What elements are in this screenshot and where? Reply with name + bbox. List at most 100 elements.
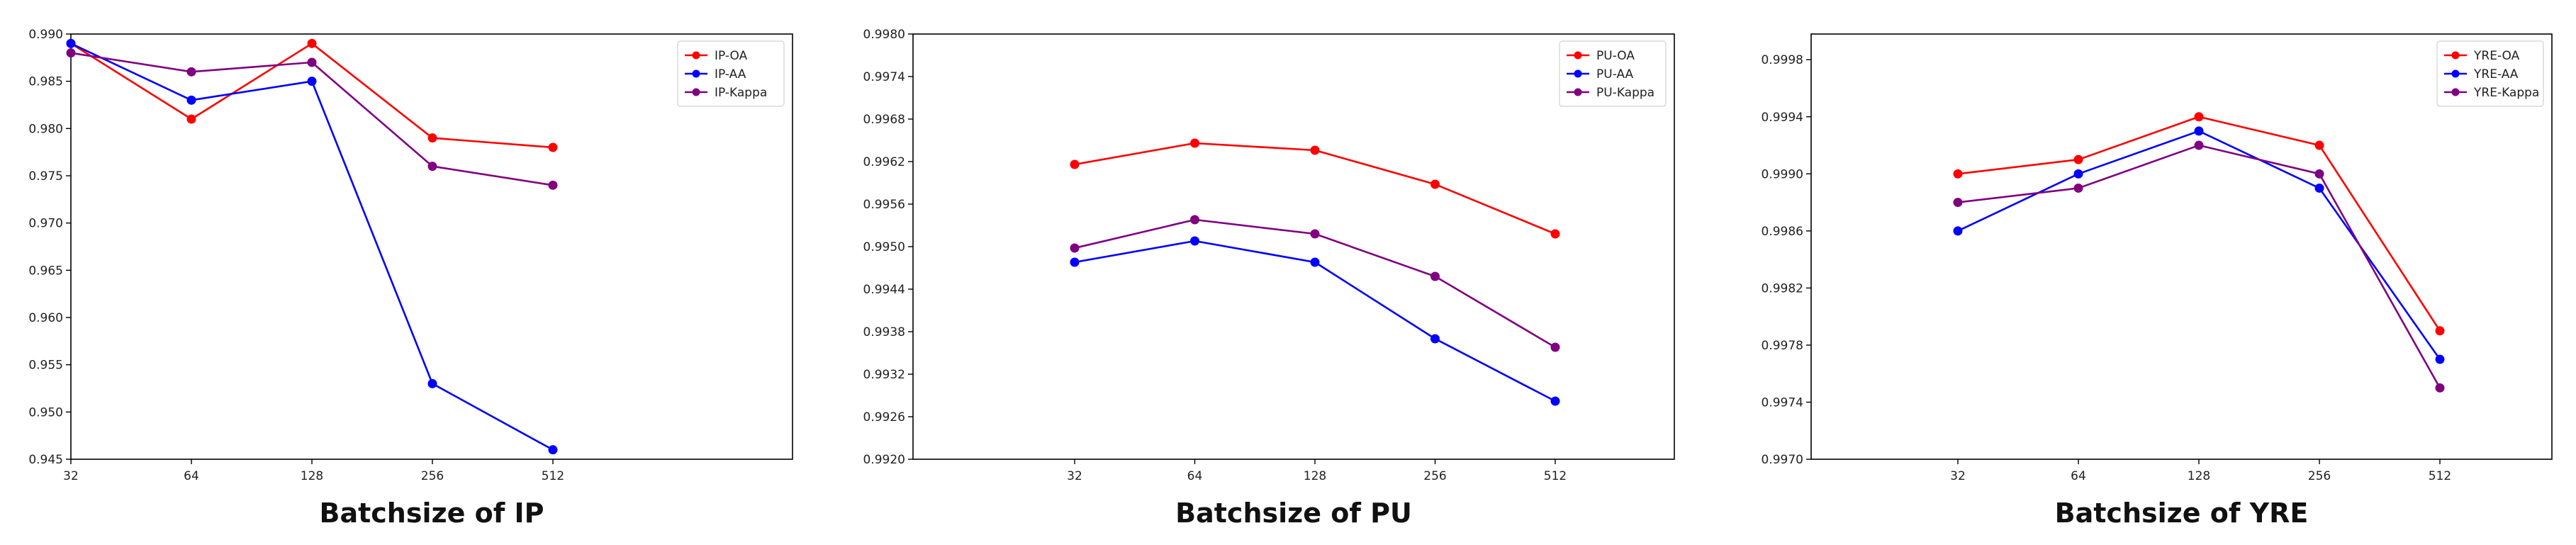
y-tick-label: 0.975 xyxy=(28,169,63,184)
y-tick-label: 0.9974 xyxy=(863,70,905,84)
legend-label: YRE-Kappa xyxy=(2473,86,2539,100)
x-tick-label: 256 xyxy=(1423,469,1446,483)
series-line-yre-kappa xyxy=(1957,144,2441,388)
y-tick-label: 0.9944 xyxy=(863,283,905,297)
plot-frame xyxy=(1810,33,2553,460)
data-point xyxy=(1550,396,1560,406)
legend-label: IP-Kappa xyxy=(715,86,767,100)
data-point xyxy=(427,378,437,388)
data-point xyxy=(2435,326,2445,336)
legend-swatch-marker xyxy=(2451,51,2460,60)
chart-3: 0.9970 0.9974 0.9978 0.9982 0.9986 0.9990 0.99… xyxy=(1762,33,2553,529)
y-tick-label: 0.9986 xyxy=(1762,225,1803,239)
data-point xyxy=(2073,169,2083,179)
data-point xyxy=(1953,169,1963,179)
data-point xyxy=(307,77,317,86)
x-tick-label: 512 xyxy=(1544,469,1567,483)
data-point xyxy=(548,142,558,152)
data-point xyxy=(1953,198,1963,208)
legend: IP-OA IP-AA IP-Kappa xyxy=(677,40,785,107)
x-tick-label: 64 xyxy=(2071,469,2086,483)
data-point xyxy=(2194,126,2204,136)
series-line-pu-oa xyxy=(1074,142,1556,235)
data-point xyxy=(1430,334,1440,344)
x-tick-label: 256 xyxy=(421,469,444,483)
data-point xyxy=(1070,243,1080,253)
legend-swatch-marker xyxy=(692,88,700,96)
data-point xyxy=(2194,140,2204,150)
data-point xyxy=(548,180,558,190)
data-point xyxy=(1190,138,1199,148)
legend-label: PU-Kappa xyxy=(1596,86,1654,100)
x-tick-label: 256 xyxy=(2308,469,2331,483)
y-tick-label: 0.9982 xyxy=(1762,281,1803,296)
x-tick-label: 128 xyxy=(301,469,323,483)
y-tick-label: 0.960 xyxy=(28,311,63,325)
x-tick-label: 64 xyxy=(184,469,199,483)
y-tick-label: 0.9932 xyxy=(863,368,905,382)
data-point xyxy=(427,133,437,143)
legend-swatch-marker xyxy=(1574,88,1582,96)
legend-label: IP-OA xyxy=(715,49,748,63)
x-tick-label: 32 xyxy=(63,469,79,483)
data-point xyxy=(1070,257,1080,267)
series-line-ip-kappa xyxy=(70,52,554,186)
y-tick-label: 0.950 xyxy=(28,405,63,420)
data-point xyxy=(1190,215,1199,225)
data-point xyxy=(1430,179,1440,189)
series-line-ip-aa xyxy=(70,43,554,451)
y-tick-label: 0.980 xyxy=(28,122,63,136)
legend: YRE-OA YRE-AA YRE-Kappa xyxy=(2436,40,2544,107)
y-tick-label: 0.9950 xyxy=(863,240,905,254)
y-tick-label: 0.9968 xyxy=(863,113,905,127)
y-tick-label: 0.9974 xyxy=(1762,395,1803,410)
legend-box xyxy=(677,40,785,107)
legend-label: PU-AA xyxy=(1596,67,1634,82)
data-point xyxy=(2073,154,2083,164)
x-tick-label: 128 xyxy=(1304,469,1326,483)
data-point xyxy=(66,48,76,58)
legend-label: YRE-OA xyxy=(2473,49,2520,63)
data-point xyxy=(1190,236,1199,246)
y-tick-label: 0.9998 xyxy=(1762,53,1803,67)
data-point xyxy=(1550,342,1560,352)
chart-1: 0.945 0.950 0.955 0.960 0.965 0.970 0.975 0.980… xyxy=(28,28,793,529)
legend-box xyxy=(2436,40,2544,107)
data-point xyxy=(427,162,437,172)
data-point xyxy=(1070,159,1080,169)
y-tick-label: 0.9980 xyxy=(863,28,905,42)
data-point xyxy=(2314,140,2324,150)
y-tick-label: 0.9994 xyxy=(1762,111,1803,125)
legend-swatch-marker xyxy=(1574,51,1582,60)
legend-label: PU-OA xyxy=(1596,49,1635,63)
y-tick-label: 0.9978 xyxy=(1762,339,1803,353)
data-point xyxy=(307,38,317,48)
y-tick-label: 0.945 xyxy=(28,453,63,467)
y-tick-label: 0.9956 xyxy=(863,198,905,212)
y-tick-label: 0.970 xyxy=(28,217,63,231)
legend-swatch-marker xyxy=(692,51,700,60)
legend-swatch-marker xyxy=(2451,69,2460,78)
x-axis-label: Batchsize of IP xyxy=(320,498,544,529)
data-point xyxy=(1953,226,1963,236)
data-point xyxy=(548,445,558,455)
x-tick-label: 32 xyxy=(1067,469,1082,483)
legend-label: IP-AA xyxy=(715,67,746,82)
data-point xyxy=(186,95,196,105)
legend-swatch-marker xyxy=(1574,69,1582,78)
data-point xyxy=(2073,183,2083,193)
y-tick-label: 0.990 xyxy=(28,28,63,42)
y-tick-label: 0.9970 xyxy=(1762,453,1803,467)
y-tick-label: 0.985 xyxy=(28,75,63,89)
legend-swatch-marker xyxy=(692,69,700,78)
data-point xyxy=(2435,354,2445,364)
y-tick-label: 0.9926 xyxy=(863,410,905,425)
x-tick-label: 128 xyxy=(2188,469,2210,483)
legend-swatch-marker xyxy=(2451,88,2460,96)
y-tick-label: 0.9990 xyxy=(1762,167,1803,181)
data-point xyxy=(186,67,196,77)
legend: PU-OA PU-AA PU-Kappa xyxy=(1559,40,1667,107)
x-tick-label: 64 xyxy=(1187,469,1203,483)
data-point xyxy=(307,57,317,67)
